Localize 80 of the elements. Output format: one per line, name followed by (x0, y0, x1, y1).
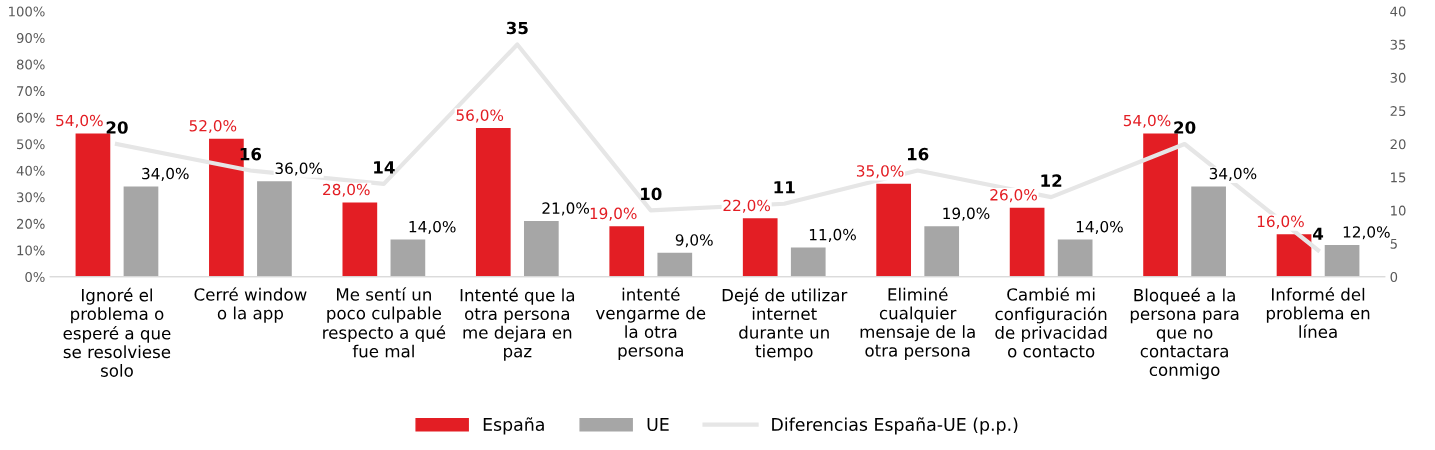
data-label: 4 (1313, 227, 1324, 240)
y-tick-label: 70% (17, 86, 45, 97)
data-label: 10 (641, 187, 662, 201)
y-tick-label: 100% (9, 6, 45, 17)
bar (924, 226, 960, 277)
bar (1057, 239, 1093, 277)
y2-tick-label: 40 (1390, 6, 1406, 17)
y2-tick-label: 20 (1390, 139, 1406, 150)
legend-label: Diferencias España-UE (p.p.) (772, 417, 1018, 435)
data-label: 34,0% (142, 167, 189, 181)
data-label: 20 (1174, 121, 1196, 134)
y-tick-label: 10% (17, 245, 45, 256)
x-tick-label: Ignoré el problema o esperé a que se resolviese solo (63, 287, 171, 377)
bar (742, 218, 778, 277)
bar (342, 202, 378, 277)
bar (390, 239, 426, 277)
data-label: 19,0% (590, 207, 637, 221)
data-label: 16,0% (1257, 215, 1304, 229)
y-tick-label: 50% (17, 139, 45, 150)
data-label: 12 (1041, 174, 1062, 187)
y2-tick-label: 25 (1390, 106, 1406, 117)
x-tick-label: Intenté que la otra persona me dejara en paz (460, 287, 575, 361)
bar (790, 247, 826, 277)
data-label: 14,0% (1076, 220, 1123, 235)
data-label: 19,0% (943, 207, 990, 221)
y-tick-label: 30% (17, 192, 45, 203)
x-tick-label: Me sentí un poco culpable respecto a qué fue mal (323, 287, 446, 358)
y2-tick-label: 30 (1390, 72, 1406, 83)
x-tick-label: Informé del problema en línea (1266, 287, 1370, 339)
y-tick-label: 0% (25, 271, 45, 282)
y2-tick-label: 15 (1391, 172, 1406, 183)
y-tick-label: 90% (16, 33, 45, 43)
x-tick-label: Dejé de utilizar internet durante un tiempo (722, 287, 848, 361)
data-label: 54,0% (56, 114, 103, 128)
data-label: 20 (106, 121, 128, 134)
data-label: 56,0% (456, 109, 504, 123)
bar (75, 133, 111, 277)
bar (257, 181, 292, 277)
data-label: 54,0% (1123, 114, 1171, 128)
data-label: 35 (506, 21, 528, 35)
legend-label: España (483, 417, 544, 435)
x-tick-label: intenté vengarme de la otra persona (595, 287, 706, 360)
bar (1143, 133, 1178, 277)
bar (1324, 244, 1360, 277)
data-label: 22,0% (723, 199, 771, 213)
data-label: 9,0% (675, 234, 713, 248)
data-label: 11 (774, 181, 795, 194)
y2-tick-label: 0 (1390, 271, 1398, 282)
x-tick-label: Eliminé cualquier mensaje de la otra persona (860, 287, 975, 360)
x-tick-label: Cerré window o la app (194, 287, 307, 323)
y-tick-label: 20% (17, 218, 45, 229)
x-tick-label: Bloqueé a la persona para que no contactara conmigo (1130, 287, 1239, 380)
bar (657, 252, 693, 277)
data-label: 14 (374, 161, 395, 174)
data-label: 36,0% (275, 162, 323, 176)
bar (523, 221, 559, 277)
data-label: 12,0% (1343, 226, 1390, 240)
bar (1276, 234, 1312, 277)
data-label: 28,0% (323, 183, 370, 197)
x-tick-label: Cambié mi configuración de privacidad o contacto (995, 287, 1107, 358)
y2-tick-label: 5 (1390, 238, 1397, 249)
y-tick-label: 60% (16, 112, 45, 123)
data-label: 52,0% (189, 120, 237, 134)
y2-tick-label: 35 (1390, 39, 1406, 50)
data-label: 35,0% (856, 165, 904, 179)
data-label: 34,0% (1209, 167, 1257, 181)
bar (123, 186, 159, 277)
bar (475, 128, 511, 277)
y2-tick-label: 10 (1391, 205, 1406, 216)
data-label: 26,0% (990, 189, 1037, 203)
y-tick-label: 80% (16, 59, 45, 70)
bar (1191, 186, 1226, 277)
bar (609, 226, 645, 277)
data-label: 21,0% (542, 202, 590, 216)
legend-label: UE (647, 418, 669, 432)
data-label: 16 (907, 147, 929, 161)
data-label: 11,0% (809, 228, 856, 242)
data-label: 14,0% (409, 220, 456, 235)
y-tick-label: 40% (16, 165, 45, 176)
bar (1009, 207, 1045, 277)
